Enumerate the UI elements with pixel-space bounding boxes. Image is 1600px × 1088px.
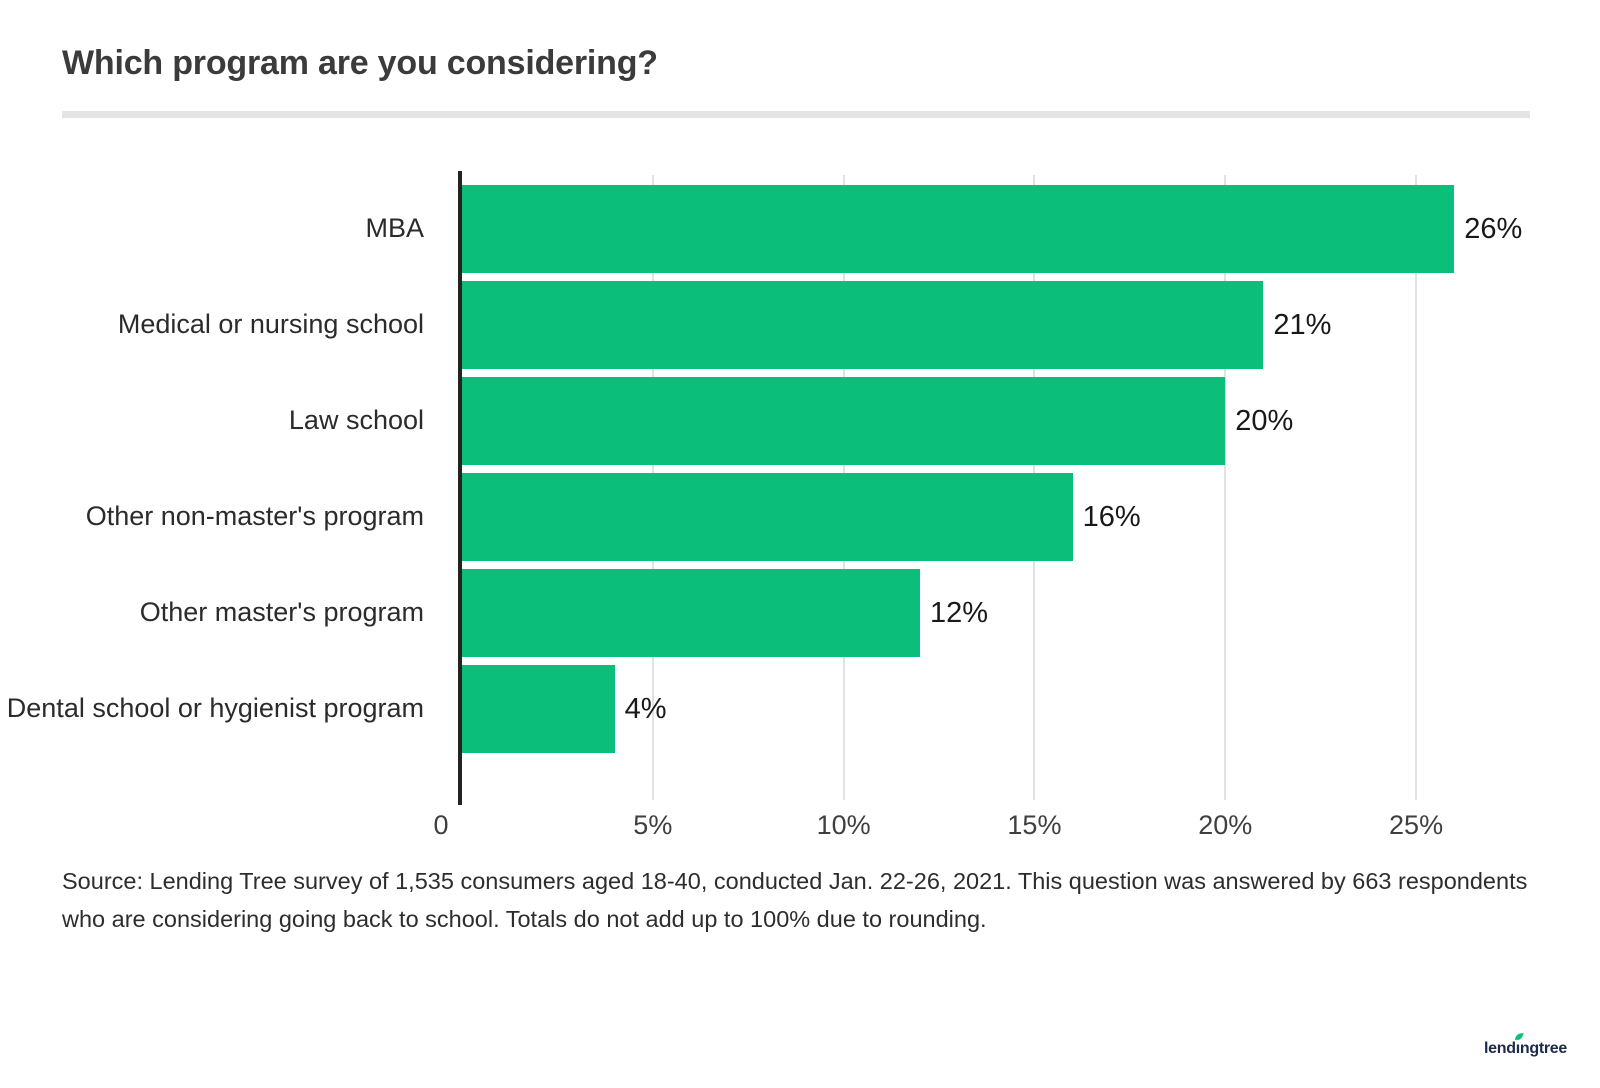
x-tick-label: 15% <box>1007 810 1062 840</box>
x-axis-ticks: 0 5% 10% 15% 20% 25% <box>0 800 1600 845</box>
leaf-icon <box>1514 1033 1524 1041</box>
bar <box>462 473 1073 561</box>
category-label: Medical or nursing school <box>117 309 424 340</box>
logo-text-left: lend <box>1484 1040 1516 1057</box>
category-label: MBA <box>365 213 424 244</box>
bar <box>462 377 1226 465</box>
bar-chart: MBA Medical or nursing school Law school Ot… <box>0 171 1600 845</box>
bar-value: 4% <box>624 692 667 725</box>
y-axis-line <box>458 171 462 805</box>
x-tick-label: 10% <box>816 810 871 840</box>
chart-title: Which program are you considering? <box>62 44 658 82</box>
gridline <box>1224 175 1227 800</box>
title-divider <box>62 111 1530 118</box>
category-labels: MBA Medical or nursing school Law school Ot… <box>0 175 441 800</box>
logo-text-right: ngtree <box>1519 1040 1567 1057</box>
category-label: Other non-master's program <box>85 501 424 532</box>
bar-value: 12% <box>929 596 988 629</box>
lendingtree-logo: lendı ngtree <box>1484 1033 1567 1058</box>
category-label: Law school <box>288 405 424 436</box>
bar <box>462 185 1455 273</box>
logo-letter-i: ı <box>1514 1033 1524 1058</box>
x-tick-label: 20% <box>1198 810 1253 840</box>
bar <box>462 569 920 657</box>
plot-area: 26% 21% 20% 16% 12% 4% <box>458 171 1540 805</box>
x-tick-label: 25% <box>1389 810 1444 840</box>
category-label: Dental school or hygienist program <box>6 693 424 724</box>
bar-value: 21% <box>1273 308 1332 341</box>
bar-value: 20% <box>1235 404 1294 437</box>
category-label: Other master's program <box>139 597 424 628</box>
bar-value: 26% <box>1464 212 1523 245</box>
bar-value: 16% <box>1082 500 1141 533</box>
x-tick-label: 0 <box>433 810 449 840</box>
gridline <box>1415 175 1418 800</box>
bar <box>462 281 1264 369</box>
source-note: Source: Lending Tree survey of 1,535 con… <box>62 868 1528 932</box>
bar <box>462 665 615 753</box>
x-tick-label: 5% <box>633 810 673 840</box>
